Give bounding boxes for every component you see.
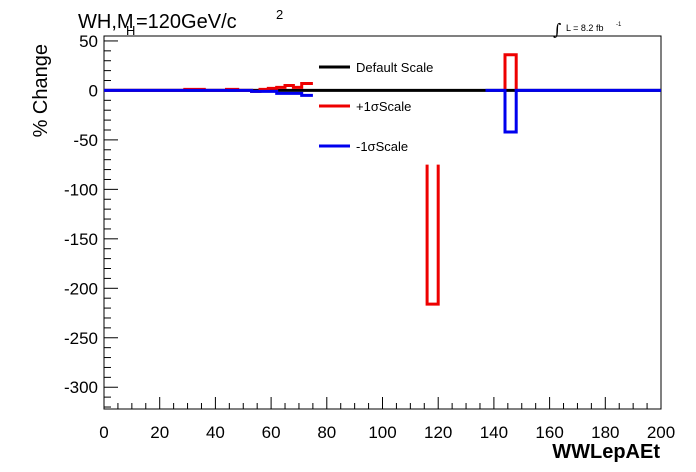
y-tick-label: -100 — [64, 180, 98, 199]
series-plus-sigma-line — [425, 164, 440, 306]
luminosity-label: ∫ L = 8.2 fb -1 — [553, 20, 622, 39]
series-layer — [104, 53, 661, 306]
legend-label-plus-sigma: +1σScale — [356, 99, 411, 114]
title-subscript: H — [126, 23, 135, 38]
y-tick-label: -250 — [64, 329, 98, 348]
plot-border — [103, 35, 662, 410]
plot-frame — [103, 35, 662, 410]
x-tick-label: 180 — [591, 423, 619, 442]
lumi-superscript: -1 — [616, 22, 622, 28]
y-tick-label: -200 — [64, 279, 98, 298]
x-tick-label: 200 — [647, 423, 675, 442]
legend-label-default: Default Scale — [356, 60, 433, 75]
y-axis-label: % Change — [30, 44, 52, 137]
x-tick-label: 40 — [206, 423, 225, 442]
y-tick-label: -50 — [73, 131, 98, 150]
y-axis: 50 0 -50 -100 -150 -200 -250 -300 — [64, 32, 118, 408]
title-superscript: 2 — [276, 7, 283, 22]
x-tick-label: 0 — [99, 423, 108, 442]
series-minus-sigma-line — [104, 88, 313, 97]
x-tick-label: 20 — [150, 423, 169, 442]
title-rest: =120GeV/c — [136, 11, 237, 33]
lumi-text: L = 8.2 fb — [566, 23, 603, 33]
y-tick-label: 0 — [89, 81, 98, 100]
y-tick-label: 50 — [79, 32, 98, 51]
legend-label-minus-sigma: -1σScale — [356, 139, 408, 154]
x-tick-label: 100 — [368, 423, 396, 442]
x-axis: 0 20 40 60 80 100 120 140 160 180 200 — [99, 397, 675, 442]
x-tick-label: 120 — [424, 423, 452, 442]
x-tick-label: 160 — [535, 423, 563, 442]
series-minus-sigma-line — [485, 88, 661, 134]
title-main: WH,M — [78, 11, 134, 33]
integral-symbol: ∫ — [553, 20, 561, 39]
series-plus-sigma-line — [503, 53, 518, 91]
y-tick-label: -300 — [64, 378, 98, 397]
y-tick-label: -150 — [64, 230, 98, 249]
x-tick-label: 140 — [480, 423, 508, 442]
x-tick-label: 80 — [317, 423, 336, 442]
x-axis-label: WWLepAEt — [552, 441, 660, 463]
legend: Default Scale +1σScale -1σScale — [319, 60, 433, 154]
x-tick-label: 60 — [262, 423, 281, 442]
title-block: WH,M H =120GeV/c 2 — [78, 7, 283, 38]
